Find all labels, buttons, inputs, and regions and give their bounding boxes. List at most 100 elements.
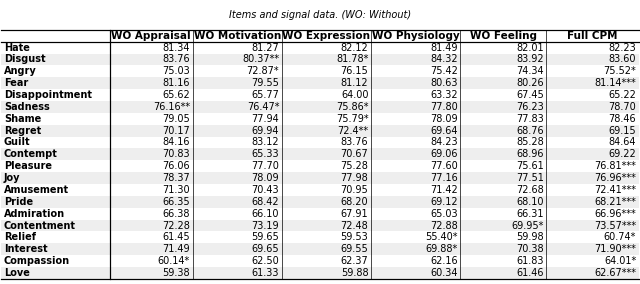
Text: 68.96: 68.96 (516, 149, 544, 159)
Text: 60.34: 60.34 (430, 268, 458, 278)
Text: 66.38: 66.38 (163, 209, 190, 219)
Text: 61.33: 61.33 (252, 268, 279, 278)
Text: WO Appraisal: WO Appraisal (111, 31, 191, 41)
Text: WO Motivation: WO Motivation (193, 31, 281, 41)
Bar (1, 172, 639, 184)
Text: 75.42: 75.42 (430, 66, 458, 76)
Text: WO Feeling: WO Feeling (470, 31, 537, 41)
Text: Joy: Joy (4, 173, 20, 183)
Text: 76.06: 76.06 (163, 161, 190, 171)
Text: 59.38: 59.38 (163, 268, 190, 278)
Text: 72.88: 72.88 (430, 220, 458, 231)
Text: 78.46: 78.46 (609, 114, 636, 124)
Text: 69.15: 69.15 (609, 126, 636, 136)
Bar (1, 42, 639, 54)
Text: 77.70: 77.70 (252, 161, 279, 171)
Text: Amusement: Amusement (4, 185, 69, 195)
Text: Pride: Pride (4, 197, 33, 207)
Text: 65.22: 65.22 (608, 90, 636, 100)
Bar (1, 77, 639, 89)
Bar (1, 255, 639, 267)
Bar (1, 196, 639, 208)
Text: 68.42: 68.42 (252, 197, 279, 207)
Text: Fear: Fear (4, 78, 28, 88)
Bar (1, 54, 639, 65)
Text: 66.96***: 66.96*** (595, 209, 636, 219)
Text: 75.28: 75.28 (340, 161, 369, 171)
Text: 69.22: 69.22 (609, 149, 636, 159)
Bar (1, 160, 639, 172)
Text: 63.32: 63.32 (430, 90, 458, 100)
Text: 60.74*: 60.74* (604, 232, 636, 242)
Text: 62.50: 62.50 (252, 256, 279, 266)
Text: 73.57***: 73.57*** (594, 220, 636, 231)
Text: 70.43: 70.43 (252, 185, 279, 195)
Bar (1, 89, 639, 101)
Text: 69.94: 69.94 (252, 126, 279, 136)
Text: 82.12: 82.12 (340, 43, 369, 53)
Text: 81.16: 81.16 (163, 78, 190, 88)
Text: 80.63: 80.63 (430, 78, 458, 88)
Text: 70.17: 70.17 (162, 126, 190, 136)
Bar (1, 184, 639, 196)
Text: Shame: Shame (4, 114, 41, 124)
Text: 75.86*: 75.86* (336, 102, 369, 112)
Text: 59.65: 59.65 (252, 232, 279, 242)
Bar (1, 231, 639, 243)
Text: 66.10: 66.10 (252, 209, 279, 219)
Text: 76.81***: 76.81*** (595, 161, 636, 171)
Text: WO Physiology: WO Physiology (372, 31, 460, 41)
Text: Disappointment: Disappointment (4, 90, 92, 100)
Text: Compassion: Compassion (4, 256, 70, 266)
Text: 74.34: 74.34 (516, 66, 544, 76)
Text: 80.26: 80.26 (516, 78, 544, 88)
Text: WO Expression: WO Expression (282, 31, 371, 41)
Text: 65.62: 65.62 (162, 90, 190, 100)
Text: 72.48: 72.48 (340, 220, 369, 231)
Text: 62.37: 62.37 (340, 256, 369, 266)
Text: 71.30: 71.30 (163, 185, 190, 195)
Text: 75.61: 75.61 (516, 161, 544, 171)
Bar (1, 65, 639, 77)
Text: 61.83: 61.83 (516, 256, 544, 266)
Text: Relief: Relief (4, 232, 36, 242)
Text: 81.14***: 81.14*** (595, 78, 636, 88)
Text: 83.12: 83.12 (252, 137, 279, 147)
Text: 77.16: 77.16 (430, 173, 458, 183)
Text: 81.34: 81.34 (163, 43, 190, 53)
Text: 84.23: 84.23 (430, 137, 458, 147)
Text: 67.45: 67.45 (516, 90, 544, 100)
Text: 67.91: 67.91 (341, 209, 369, 219)
Bar (1, 220, 639, 231)
Text: 84.64: 84.64 (609, 137, 636, 147)
Text: 78.37: 78.37 (162, 173, 190, 183)
Text: 76.47*: 76.47* (246, 102, 279, 112)
Text: Love: Love (4, 268, 29, 278)
Text: 81.78*: 81.78* (336, 55, 369, 64)
Text: 73.19: 73.19 (252, 220, 279, 231)
Text: 84.32: 84.32 (430, 55, 458, 64)
Text: 83.92: 83.92 (516, 55, 544, 64)
Text: Hate: Hate (4, 43, 29, 53)
Text: 71.42: 71.42 (430, 185, 458, 195)
Text: 68.10: 68.10 (516, 197, 544, 207)
Text: Admiration: Admiration (4, 209, 65, 219)
Text: 77.83: 77.83 (516, 114, 544, 124)
Text: 59.53: 59.53 (340, 232, 369, 242)
Text: Contempt: Contempt (4, 149, 58, 159)
Text: 85.28: 85.28 (516, 137, 544, 147)
Text: 62.16: 62.16 (430, 256, 458, 266)
Text: 77.80: 77.80 (430, 102, 458, 112)
Text: 72.41***: 72.41*** (594, 185, 636, 195)
Bar (1, 267, 639, 279)
Text: 60.14*: 60.14* (157, 256, 190, 266)
Text: 75.03: 75.03 (162, 66, 190, 76)
Text: 69.06: 69.06 (430, 149, 458, 159)
Bar (1, 125, 639, 137)
Text: 84.16: 84.16 (163, 137, 190, 147)
Text: 83.60: 83.60 (609, 55, 636, 64)
Text: 81.12: 81.12 (341, 78, 369, 88)
Text: Full CPM: Full CPM (567, 31, 618, 41)
Text: 83.76: 83.76 (341, 137, 369, 147)
Text: 69.88*: 69.88* (426, 244, 458, 254)
